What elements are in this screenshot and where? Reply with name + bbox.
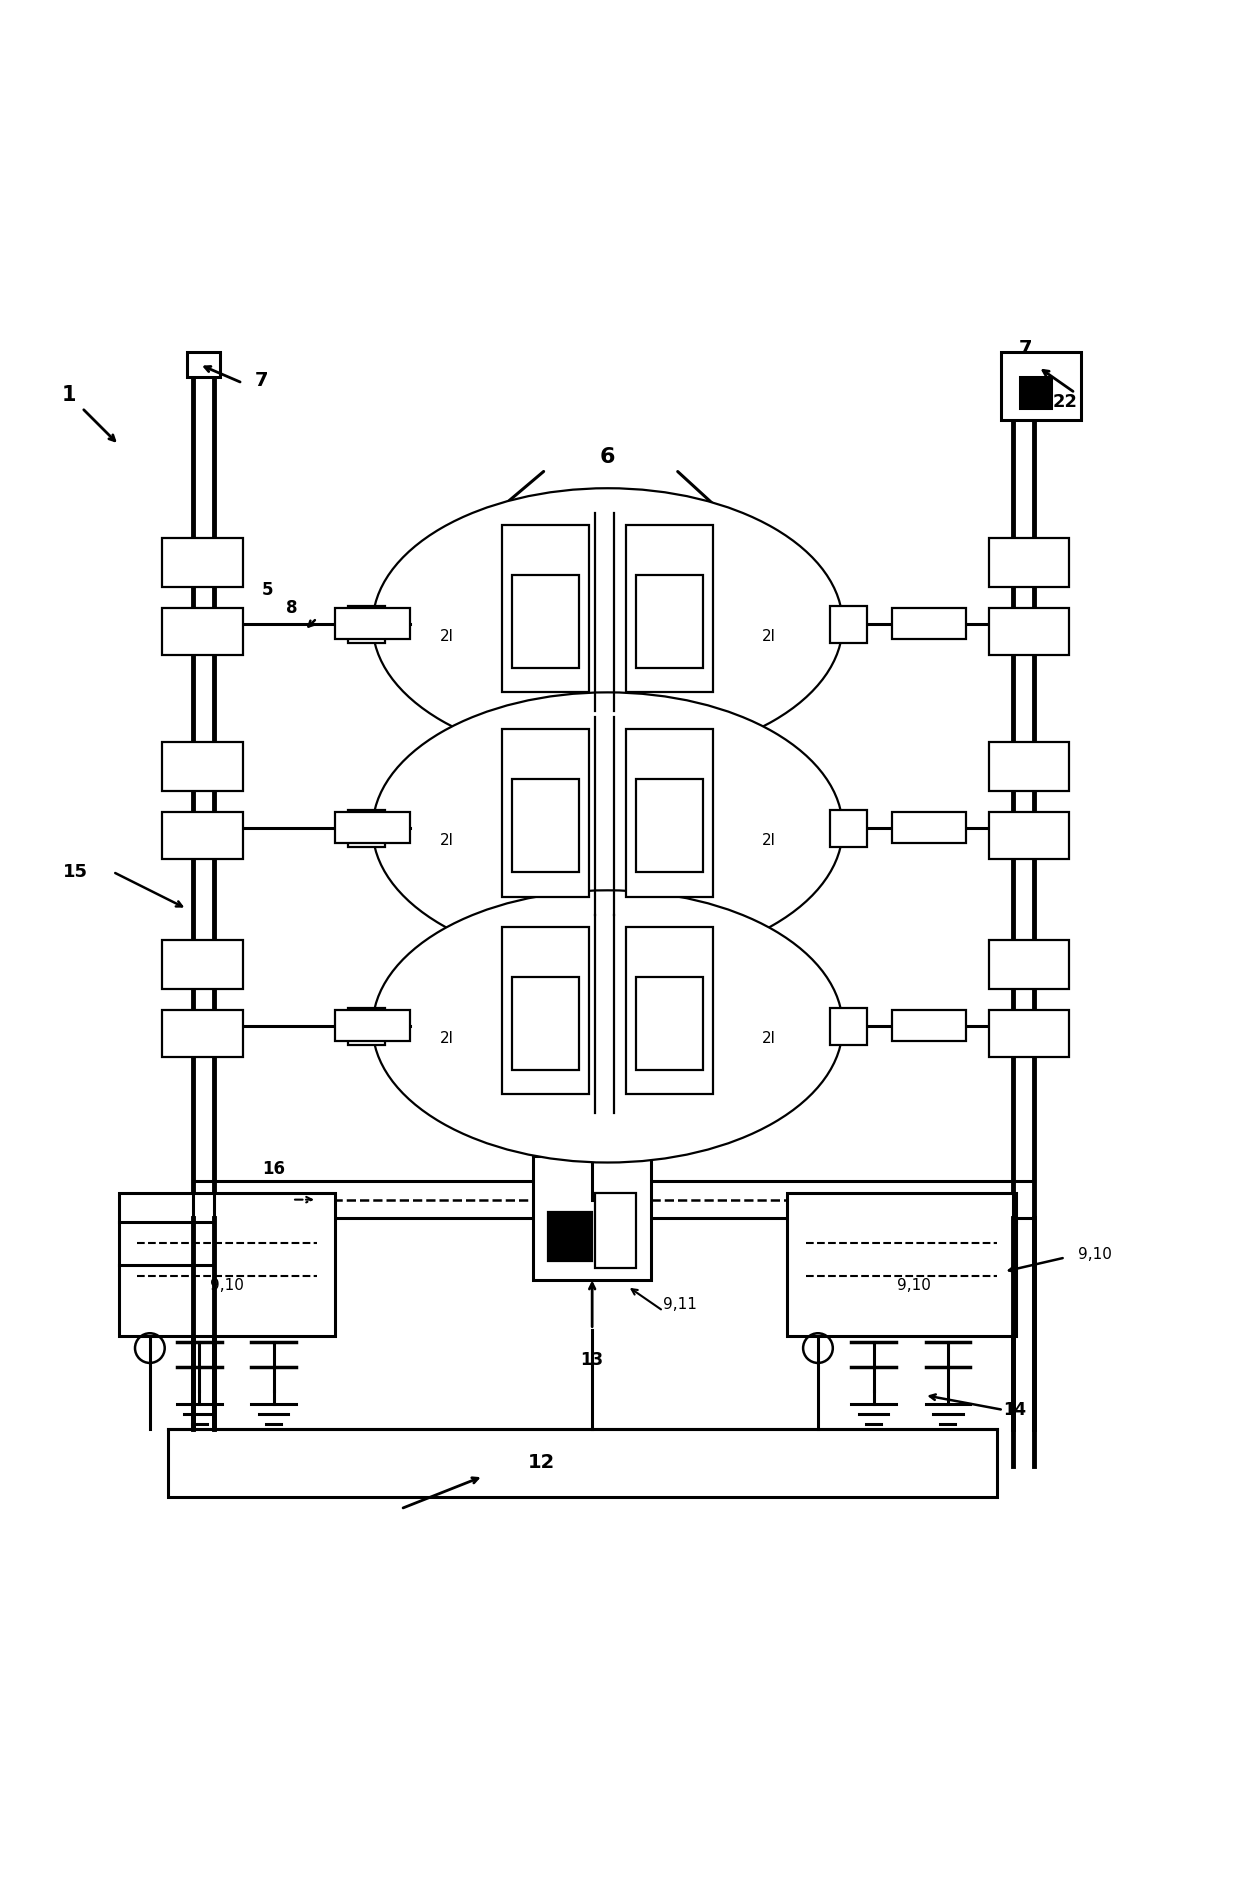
Text: 1: 1 — [62, 386, 77, 405]
Text: 6: 6 — [600, 447, 615, 467]
Text: 13: 13 — [580, 1351, 604, 1370]
Text: 2l: 2l — [440, 1031, 454, 1046]
Bar — [119, 1194, 336, 1336]
Bar — [988, 812, 1069, 859]
Bar — [512, 780, 579, 872]
Bar — [626, 526, 713, 692]
Text: 9,10: 9,10 — [1078, 1247, 1111, 1262]
Text: 7: 7 — [255, 371, 269, 390]
Bar — [187, 352, 221, 377]
Bar — [893, 812, 966, 844]
Bar — [347, 1008, 384, 1044]
Bar — [893, 1010, 966, 1041]
Bar — [988, 607, 1069, 655]
Text: 16: 16 — [262, 1160, 285, 1177]
Bar — [162, 742, 243, 791]
Text: 2l: 2l — [761, 832, 775, 848]
Text: 9,10: 9,10 — [897, 1279, 931, 1294]
Text: 12: 12 — [528, 1453, 556, 1472]
Bar — [548, 1213, 591, 1262]
Bar — [336, 607, 409, 639]
Ellipse shape — [372, 891, 843, 1162]
Bar — [626, 927, 713, 1094]
Bar — [831, 1008, 868, 1044]
Bar — [502, 730, 589, 897]
Bar — [636, 575, 703, 668]
Bar — [1019, 377, 1050, 409]
Bar — [626, 730, 713, 897]
Bar — [336, 1010, 409, 1041]
Text: 2l: 2l — [440, 832, 454, 848]
Text: 2l: 2l — [761, 1031, 775, 1046]
Bar — [162, 607, 243, 655]
Bar — [831, 605, 868, 643]
Text: 2l: 2l — [761, 630, 775, 643]
Bar — [169, 1428, 997, 1497]
Bar — [336, 812, 409, 844]
Bar — [533, 1156, 651, 1281]
Bar — [162, 1010, 243, 1058]
Text: 8: 8 — [286, 600, 298, 617]
Bar — [502, 526, 589, 692]
Bar — [162, 812, 243, 859]
Bar — [988, 940, 1069, 990]
Bar — [347, 605, 384, 643]
Bar — [831, 810, 868, 848]
Bar — [1001, 352, 1081, 420]
Text: 15: 15 — [63, 863, 88, 882]
Bar — [162, 537, 243, 587]
Bar — [893, 607, 966, 639]
Ellipse shape — [372, 488, 843, 761]
Ellipse shape — [372, 692, 843, 965]
Text: 22: 22 — [1053, 394, 1078, 411]
Bar — [595, 1194, 636, 1268]
Bar — [787, 1194, 1016, 1336]
Text: 9,10: 9,10 — [211, 1279, 244, 1294]
Bar — [162, 940, 243, 990]
Bar — [347, 810, 384, 848]
Bar — [988, 742, 1069, 791]
Text: 14: 14 — [1003, 1400, 1027, 1419]
Bar — [512, 976, 579, 1069]
Text: 5: 5 — [262, 581, 273, 598]
Bar — [636, 780, 703, 872]
Bar — [512, 575, 579, 668]
Bar — [988, 537, 1069, 587]
Text: 7: 7 — [1019, 339, 1033, 358]
Bar — [988, 1010, 1069, 1058]
Text: 2l: 2l — [440, 630, 454, 643]
Bar — [636, 976, 703, 1069]
Text: 9,11: 9,11 — [663, 1298, 697, 1313]
Bar — [502, 927, 589, 1094]
